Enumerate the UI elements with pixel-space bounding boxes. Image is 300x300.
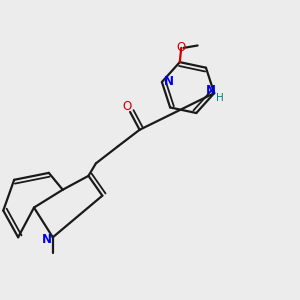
Text: H: H: [216, 93, 224, 103]
Text: N: N: [164, 75, 174, 88]
Text: O: O: [177, 41, 186, 54]
Text: N: N: [42, 233, 52, 246]
Text: O: O: [122, 100, 131, 113]
Text: N: N: [206, 84, 216, 97]
